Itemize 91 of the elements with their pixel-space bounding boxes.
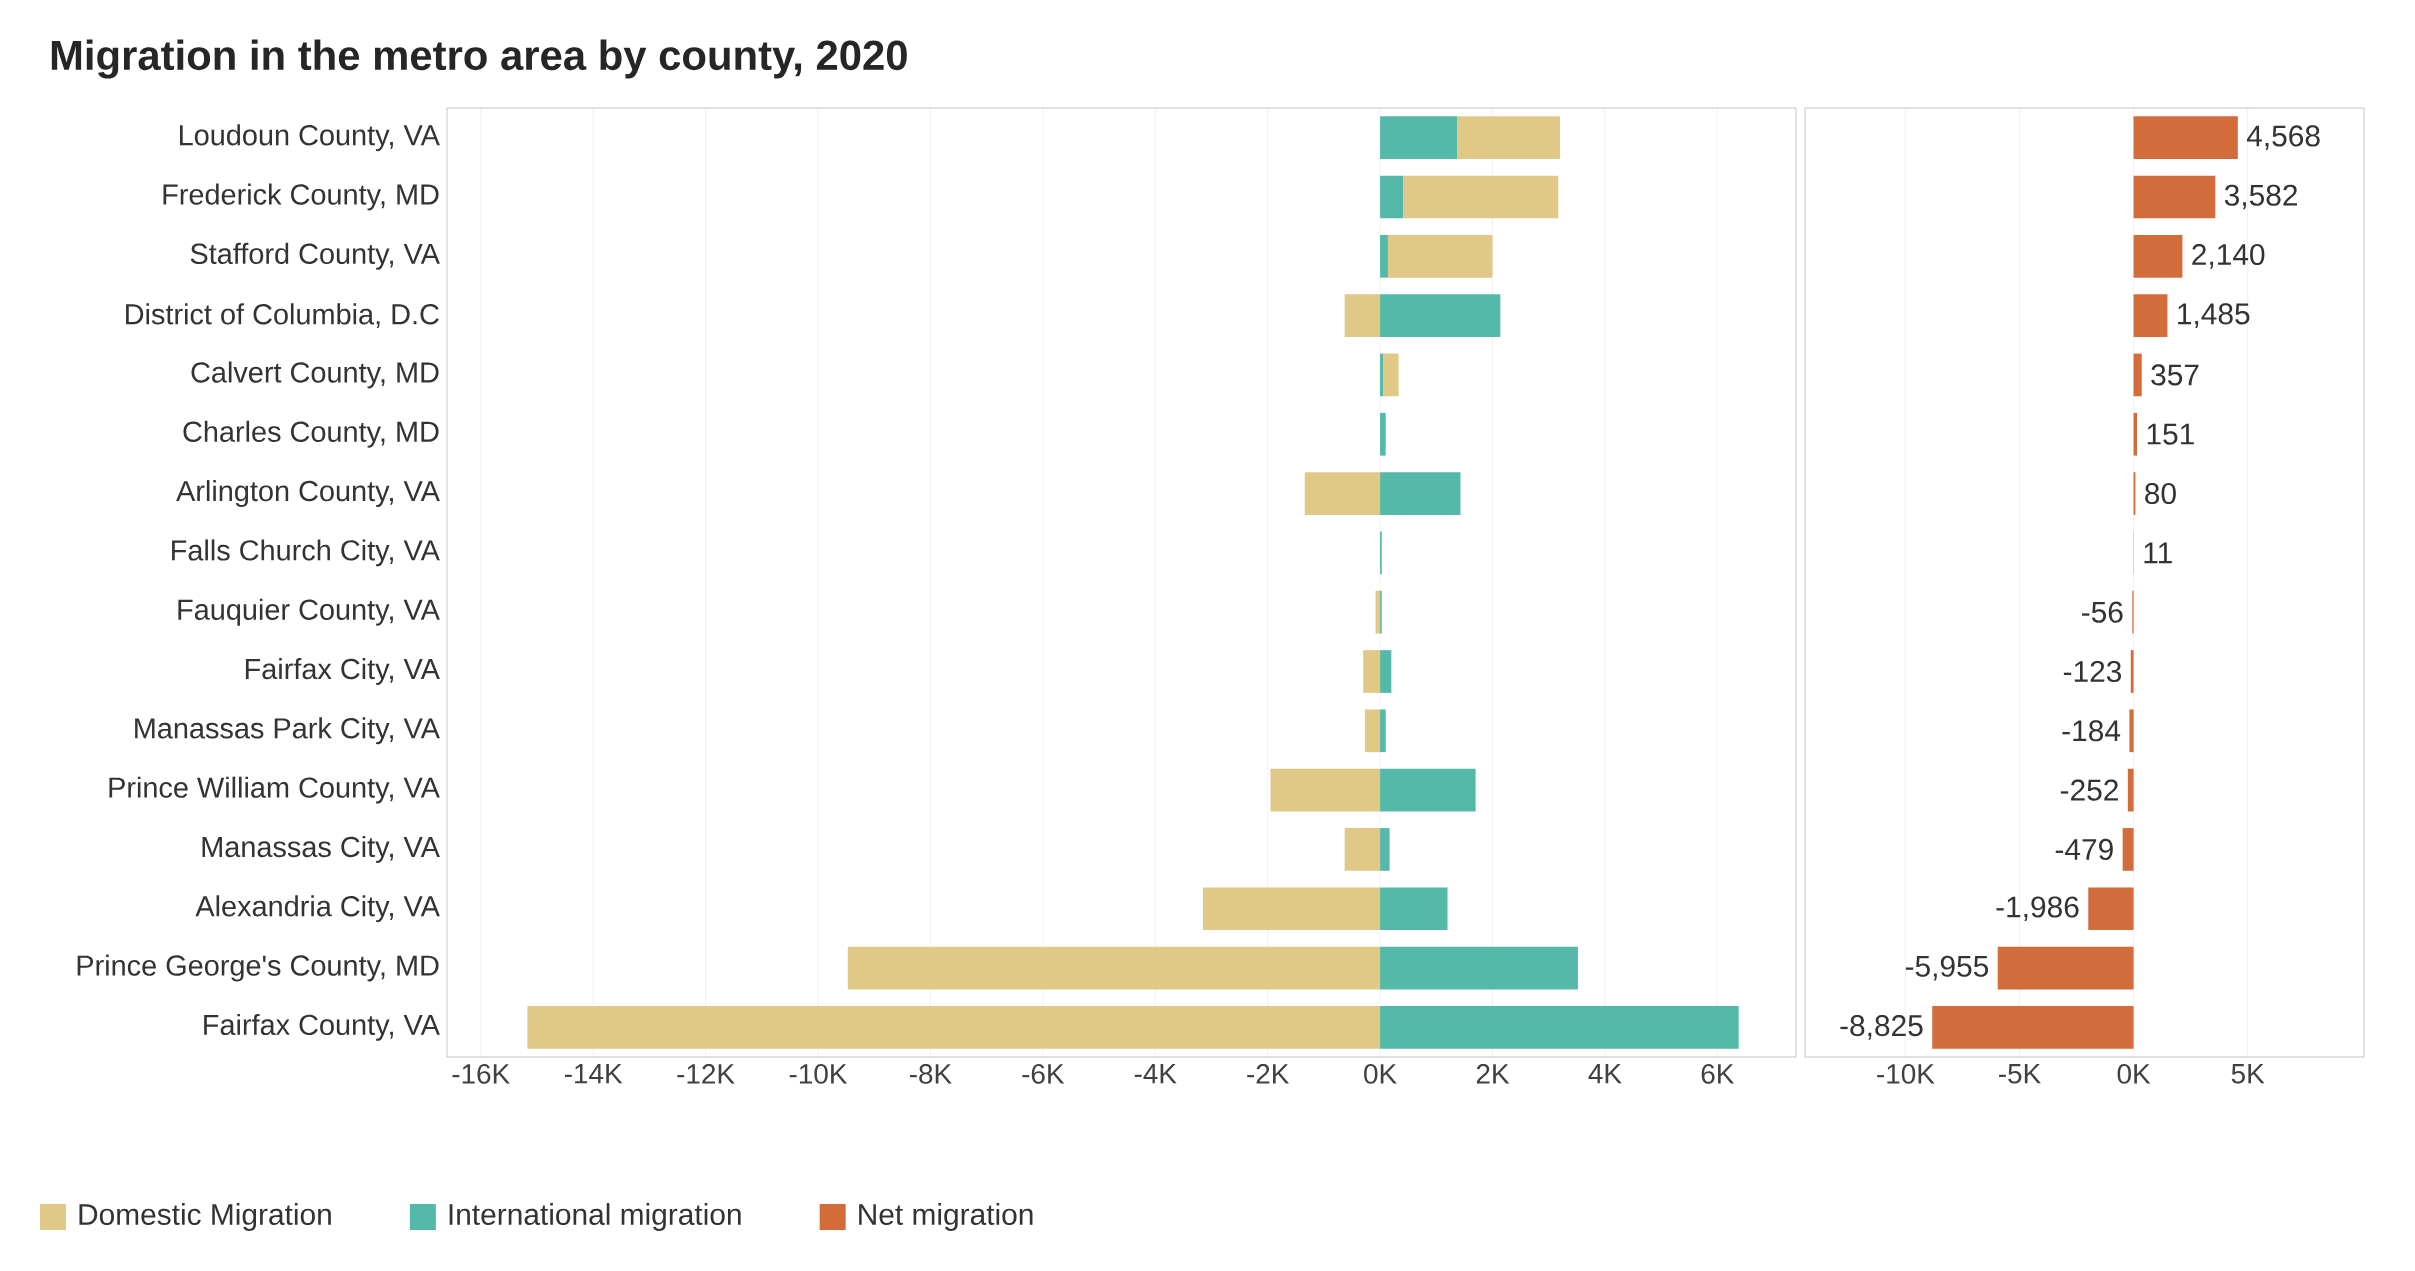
bar — [1403, 175, 1559, 219]
y-tick-label: District of Columbia, D.C — [126, 303, 439, 328]
data-label: 11 — [2144, 542, 2172, 564]
bar — [1932, 1006, 2134, 1049]
bar — [1380, 175, 1404, 219]
x-tick-label: -4K — [1134, 1064, 1177, 1084]
bar — [1380, 472, 1461, 515]
bar — [1380, 1006, 1739, 1049]
legend-label: Domestic Migration — [79, 1203, 331, 1231]
y-tick-label: Charles County, MD — [183, 420, 439, 448]
y-tick-label: Loudoun County, VA — [179, 124, 440, 152]
x-tick-label: -5K — [1999, 1064, 2041, 1084]
y-tick-label: Arlington County, VA — [176, 480, 440, 508]
bar — [1380, 294, 1501, 337]
legend-label: Net migration — [859, 1203, 1033, 1231]
y-tick-label: Frederick County, MD — [163, 183, 439, 211]
y-tick-label: Stafford County, VA — [190, 242, 440, 270]
chart-title: Migration in the metro area by county, 2020 — [51, 39, 907, 79]
x-tick-label: 0K — [2117, 1064, 2151, 1084]
bar — [527, 1006, 1381, 1049]
x-tick-label: -10K — [789, 1064, 848, 1084]
bar — [1380, 887, 1448, 931]
bar — [1380, 650, 1392, 693]
y-tick-label: Prince George's County, MD — [77, 954, 439, 982]
data-label: -123 — [2063, 660, 2122, 683]
bar — [1344, 294, 1381, 337]
data-label: 1,485 — [2178, 303, 2250, 328]
bar — [1380, 234, 1388, 278]
y-tick-label: Fauquier County, VA — [178, 598, 440, 626]
data-label: -252 — [2060, 779, 2118, 801]
legend-label: International migration — [449, 1203, 741, 1231]
x-tick-label: 4K — [1588, 1064, 1622, 1084]
bar — [1380, 709, 1386, 753]
y-tick-label: Fairfax City, VA — [245, 658, 440, 685]
bar — [1363, 650, 1381, 693]
x-tick-label: -16K — [452, 1064, 510, 1084]
bar — [2133, 294, 2168, 337]
data-label: 3,582 — [2224, 184, 2297, 210]
bar — [1380, 828, 1390, 871]
x-tick-label: 6K — [1701, 1064, 1735, 1084]
y-tick-label: Prince William County, VA — [109, 776, 440, 804]
data-label: 4,568 — [2246, 125, 2320, 151]
bar — [1997, 946, 2134, 990]
bar — [1344, 828, 1381, 871]
bar — [1375, 590, 1381, 634]
data-label: -5,955 — [1905, 955, 1989, 981]
data-label: -184 — [2062, 720, 2121, 742]
bar — [1380, 946, 1578, 990]
x-tick-label: -14K — [564, 1064, 623, 1084]
bar — [2088, 887, 2134, 931]
x-tick-label: 0K — [1364, 1064, 1397, 1084]
y-tick-label: Fairfax County, VA — [204, 1013, 440, 1041]
bar — [847, 946, 1381, 990]
bar — [1304, 472, 1381, 515]
bar — [1270, 768, 1381, 812]
bar — [2133, 116, 2238, 160]
y-tick-label: Calvert County, MD — [191, 361, 439, 389]
y-tick-label: Manassas Park City, VA — [135, 717, 440, 745]
x-tick-label: 5K — [2231, 1064, 2265, 1084]
bar — [2130, 650, 2134, 693]
data-label: 80 — [2145, 482, 2176, 505]
x-tick-label: 2K — [1476, 1064, 1510, 1084]
bar — [1387, 234, 1493, 278]
x-tick-label: -10K — [1877, 1064, 1935, 1084]
bar — [1457, 116, 1560, 160]
bar — [2127, 768, 2134, 812]
data-label: -56 — [2082, 601, 2123, 623]
y-tick-label: Falls Church City, VA — [172, 539, 440, 567]
bar — [1380, 116, 1458, 160]
bar — [2129, 709, 2134, 753]
data-label: 357 — [2151, 364, 2199, 386]
y-tick-label: Alexandria City, VA — [195, 895, 440, 923]
x-tick-label: -12K — [677, 1064, 735, 1084]
data-label: -8,825 — [1840, 1015, 1923, 1040]
bar — [1383, 353, 1399, 397]
data-label: 151 — [2147, 423, 2194, 445]
x-tick-label: -6K — [1022, 1064, 1065, 1084]
bar — [2122, 828, 2134, 871]
x-tick-label: -8K — [909, 1064, 952, 1084]
bar — [2133, 175, 2216, 219]
y-tick-label: Manassas City, VA — [202, 835, 440, 863]
x-tick-label: -2K — [1247, 1064, 1290, 1084]
bar — [2133, 353, 2142, 397]
bar — [1203, 887, 1381, 931]
data-label: -1,986 — [1996, 896, 2079, 922]
bar — [1380, 412, 1386, 456]
bar — [2133, 234, 2183, 278]
data-label: 2,140 — [2192, 243, 2265, 269]
bar — [1364, 709, 1381, 753]
bar — [1380, 768, 1476, 812]
data-label: -479 — [2055, 838, 2113, 860]
